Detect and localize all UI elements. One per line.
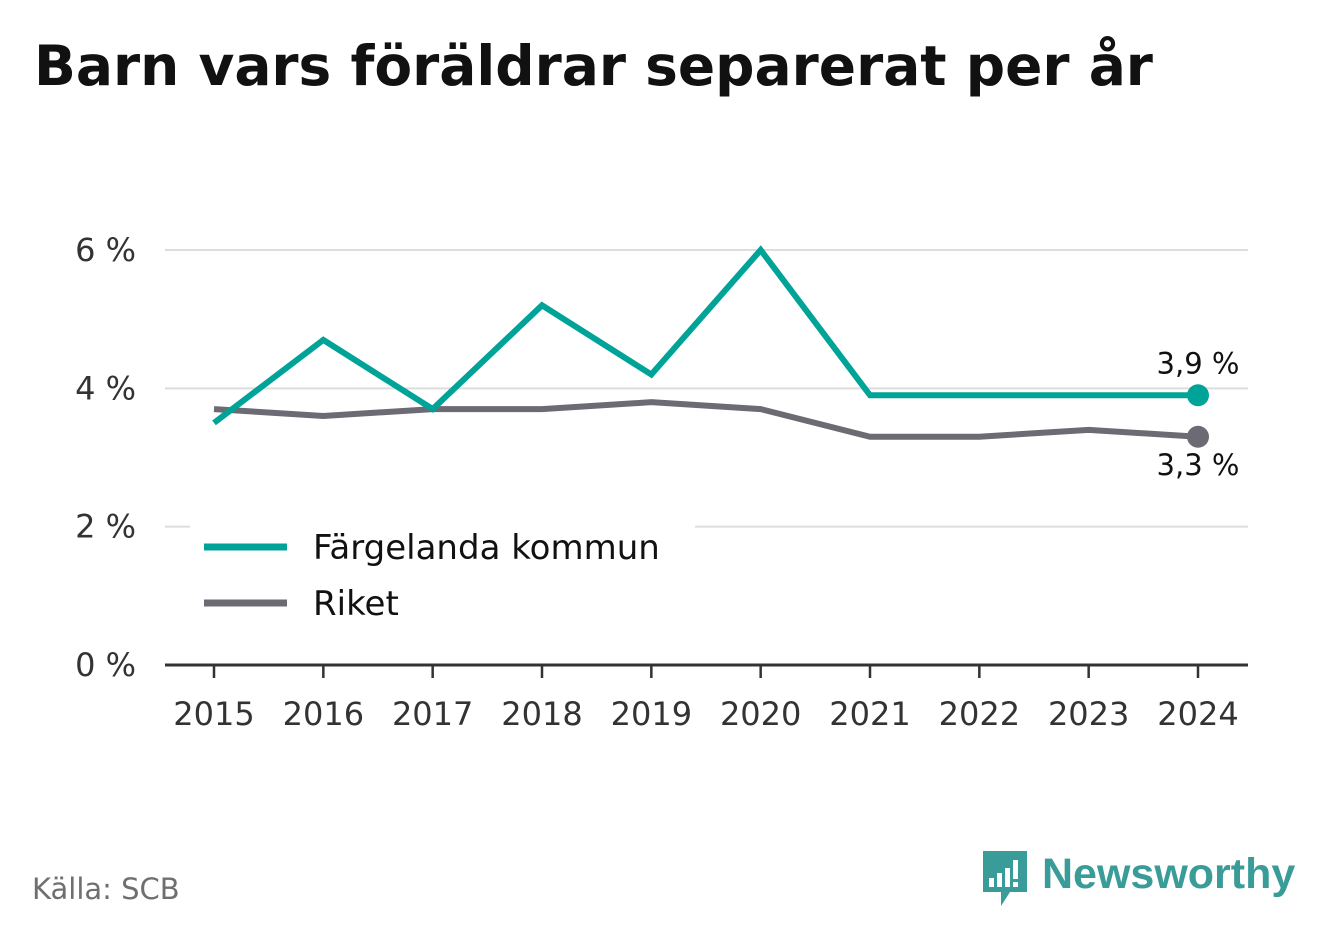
- newsworthy-logo: Newsworthy: [980, 848, 1295, 910]
- x-tick-label: 2015: [173, 695, 254, 733]
- grid-layer: [165, 249, 1248, 528]
- chart-title: Barn vars föräldrar separerat per år: [34, 34, 1153, 98]
- x-tick-label: 2022: [939, 695, 1020, 733]
- x-tick-label: 2019: [611, 695, 692, 733]
- axis-layer: 0 % 2 % 4 % 6 % 2015 2016 2017 2018 2019 2020 2021…: [75, 231, 1248, 733]
- bar-chart-icon: [983, 851, 1027, 906]
- source-note: Källa: SCB: [32, 872, 180, 906]
- legend-label: Färgelanda kommun: [313, 528, 660, 568]
- y-tick-label: 4 %: [75, 369, 136, 407]
- x-tick-label: 2024: [1157, 695, 1238, 733]
- y-tick-label: 6 %: [75, 231, 136, 269]
- x-tick-label: 2021: [829, 695, 910, 733]
- legend: Färgelanda kommun Riket: [190, 522, 695, 640]
- series-line-riket: [213, 399, 1199, 440]
- x-tick-label: 2018: [501, 695, 582, 733]
- brand-name: Newsworthy: [1042, 849, 1296, 898]
- y-tick-label: 0 %: [75, 646, 136, 684]
- x-tick-label: 2023: [1048, 695, 1129, 733]
- x-tick-label: 2017: [392, 695, 473, 733]
- series-line-fargelanda: [212, 245, 1198, 426]
- series-layer: [212, 245, 1209, 448]
- x-tick-label: 2020: [720, 695, 801, 733]
- y-tick-label: 2 %: [75, 508, 136, 546]
- legend-background: [190, 522, 695, 640]
- end-value-label: 3,9 %: [1157, 346, 1240, 380]
- label-layer: 3,9 % 3,3 %: [1157, 346, 1240, 482]
- legend-label: Riket: [313, 584, 399, 624]
- series-end-point: [1187, 384, 1209, 407]
- end-value-label: 3,3 %: [1157, 448, 1240, 482]
- series-end-point: [1187, 425, 1209, 448]
- x-tick-label: 2016: [283, 695, 364, 733]
